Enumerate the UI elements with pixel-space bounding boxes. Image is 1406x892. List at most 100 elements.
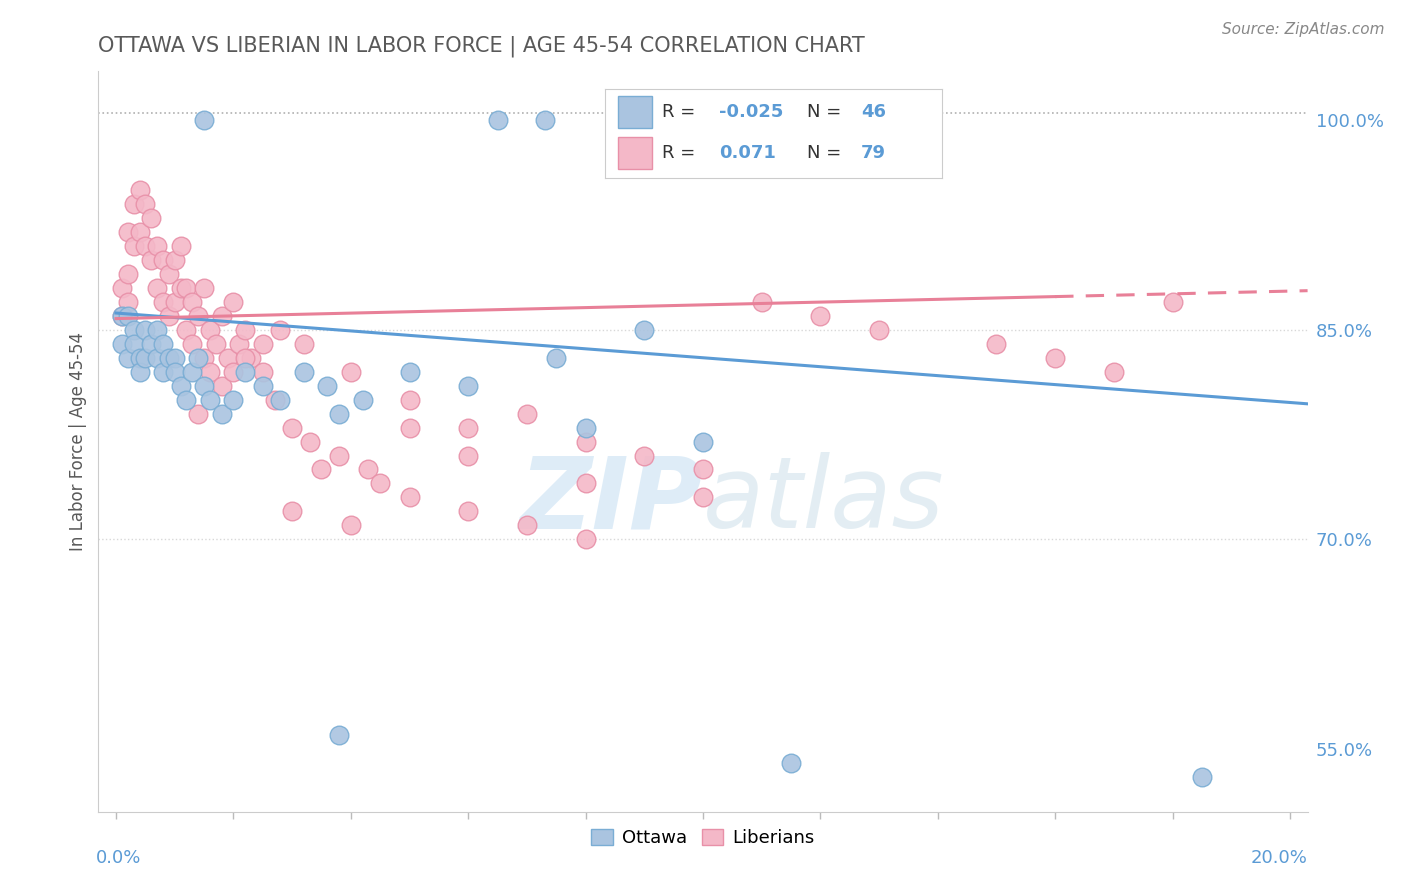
- Point: [340, 365, 363, 379]
- Point: [181, 336, 204, 351]
- Point: [198, 323, 221, 337]
- Point: [169, 378, 191, 392]
- Point: [181, 294, 204, 309]
- Text: R =: R =: [662, 103, 695, 121]
- Point: [146, 239, 169, 253]
- Point: [193, 113, 215, 128]
- Point: [316, 378, 339, 392]
- Point: [603, 113, 626, 128]
- Point: [181, 365, 204, 379]
- Point: [575, 434, 598, 449]
- Point: [311, 462, 333, 476]
- Point: [176, 281, 198, 295]
- Point: [222, 392, 245, 407]
- Point: [163, 351, 186, 365]
- Point: [398, 420, 420, 434]
- Point: [157, 309, 180, 323]
- Y-axis label: In Labor Force | Age 45-54: In Labor Force | Age 45-54: [69, 332, 87, 551]
- Point: [193, 378, 215, 392]
- Text: N =: N =: [807, 103, 841, 121]
- Text: 46: 46: [860, 103, 886, 121]
- Point: [1043, 351, 1066, 365]
- Point: [269, 323, 291, 337]
- Point: [211, 407, 233, 421]
- Point: [187, 309, 209, 323]
- Bar: [619, 137, 652, 169]
- Point: [575, 476, 598, 491]
- Point: [692, 491, 714, 505]
- Point: [193, 351, 215, 365]
- Point: [692, 462, 714, 476]
- Point: [780, 756, 803, 770]
- Point: [117, 294, 139, 309]
- Point: [281, 420, 304, 434]
- Point: [533, 113, 555, 128]
- Point: [298, 434, 321, 449]
- Point: [198, 392, 221, 407]
- Text: N =: N =: [807, 145, 841, 162]
- Point: [398, 365, 420, 379]
- Point: [198, 365, 221, 379]
- Point: [252, 378, 274, 392]
- Point: [252, 336, 274, 351]
- Point: [163, 252, 186, 267]
- Point: [111, 309, 134, 323]
- Text: R =: R =: [662, 145, 695, 162]
- Point: [146, 351, 169, 365]
- Point: [152, 336, 174, 351]
- Point: [486, 113, 509, 128]
- Point: [134, 323, 156, 337]
- Text: atlas: atlas: [703, 452, 945, 549]
- Text: OTTAWA VS LIBERIAN IN LABOR FORCE | AGE 45-54 CORRELATION CHART: OTTAWA VS LIBERIAN IN LABOR FORCE | AGE …: [98, 36, 865, 57]
- Point: [134, 239, 156, 253]
- Point: [187, 407, 209, 421]
- Point: [633, 449, 655, 463]
- Point: [575, 420, 598, 434]
- Point: [1191, 770, 1213, 784]
- Point: [122, 197, 145, 211]
- Point: [193, 281, 215, 295]
- Point: [269, 392, 291, 407]
- Point: [152, 294, 174, 309]
- Point: [352, 392, 374, 407]
- Point: [546, 351, 568, 365]
- Point: [457, 420, 479, 434]
- Point: [233, 365, 256, 379]
- Text: 20.0%: 20.0%: [1251, 849, 1308, 867]
- Point: [228, 336, 250, 351]
- Point: [222, 294, 245, 309]
- Point: [157, 351, 180, 365]
- Point: [240, 351, 263, 365]
- Point: [169, 281, 191, 295]
- Point: [134, 351, 156, 365]
- Point: [457, 504, 479, 518]
- Point: [368, 476, 391, 491]
- Point: [263, 392, 285, 407]
- Point: [117, 267, 139, 281]
- Point: [157, 267, 180, 281]
- Point: [152, 252, 174, 267]
- Point: [187, 351, 209, 365]
- Point: [128, 225, 150, 239]
- Point: [328, 407, 350, 421]
- Point: [457, 449, 479, 463]
- Point: [211, 309, 233, 323]
- Point: [141, 252, 163, 267]
- Text: 0.0%: 0.0%: [96, 849, 141, 867]
- Point: [117, 225, 139, 239]
- Text: ZIP: ZIP: [520, 452, 703, 549]
- Point: [176, 323, 198, 337]
- Point: [141, 211, 163, 225]
- Text: Source: ZipAtlas.com: Source: ZipAtlas.com: [1222, 22, 1385, 37]
- Legend: Ottawa, Liberians: Ottawa, Liberians: [583, 822, 823, 855]
- Point: [516, 407, 538, 421]
- Text: 79: 79: [860, 145, 886, 162]
- Point: [128, 365, 150, 379]
- Text: -0.025: -0.025: [720, 103, 783, 121]
- Point: [357, 462, 380, 476]
- Point: [233, 351, 256, 365]
- Point: [328, 449, 350, 463]
- Point: [111, 336, 134, 351]
- Point: [252, 365, 274, 379]
- Point: [146, 323, 169, 337]
